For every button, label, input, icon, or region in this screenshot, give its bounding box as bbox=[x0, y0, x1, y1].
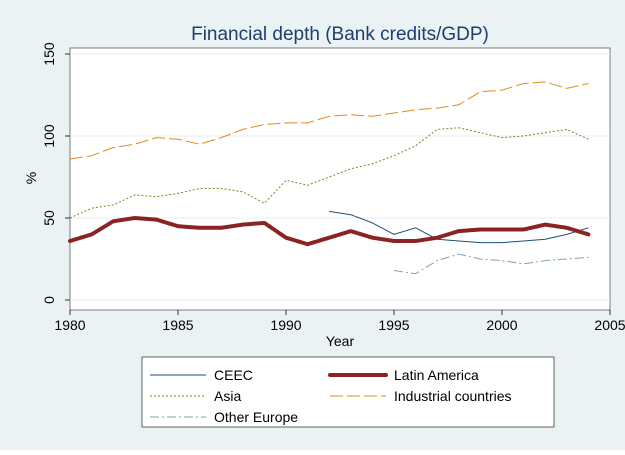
x-tick-label: 1980 bbox=[54, 317, 85, 333]
y-tick-label: 50 bbox=[41, 210, 57, 226]
x-axis-label: Year bbox=[326, 333, 355, 349]
chart-title: Financial depth (Bank credits/GDP) bbox=[191, 24, 489, 45]
x-tick-label: 1985 bbox=[162, 317, 193, 333]
legend-label-latin-america: Latin America bbox=[394, 367, 479, 383]
gridlines bbox=[70, 53, 610, 301]
x-tick-label: 1990 bbox=[270, 317, 301, 333]
series-line-other-europe bbox=[393, 253, 589, 275]
y-tick-label: 0 bbox=[41, 296, 57, 304]
axes: 0 50 100 150 1980 1985 1990 1995 2000 2005 bbox=[41, 42, 625, 333]
x-tick-label: 2005 bbox=[594, 317, 625, 333]
legend-label-industrial-countries: Industrial countries bbox=[394, 388, 512, 404]
legend-box bbox=[141, 356, 555, 428]
series-line-latin-america bbox=[68, 216, 591, 247]
y-tick-label: 100 bbox=[41, 124, 57, 148]
series-line-ceec bbox=[329, 210, 589, 244]
series-line-asia bbox=[69, 127, 589, 219]
y-tick-label: 150 bbox=[41, 42, 57, 66]
y-axis-label: % bbox=[23, 172, 39, 184]
legend-label-asia: Asia bbox=[214, 388, 241, 404]
legend: CEEC Latin America Asia Industrial countrie… bbox=[141, 356, 555, 428]
series-layer bbox=[68, 81, 591, 275]
legend-label-ceec: CEEC bbox=[214, 367, 253, 383]
legend-label-other-europe: Other Europe bbox=[214, 409, 298, 425]
x-tick-label: 1995 bbox=[378, 317, 409, 333]
series-line-industrial-countries bbox=[69, 81, 589, 160]
x-tick-label: 2000 bbox=[486, 317, 517, 333]
plot-area bbox=[69, 47, 611, 311]
